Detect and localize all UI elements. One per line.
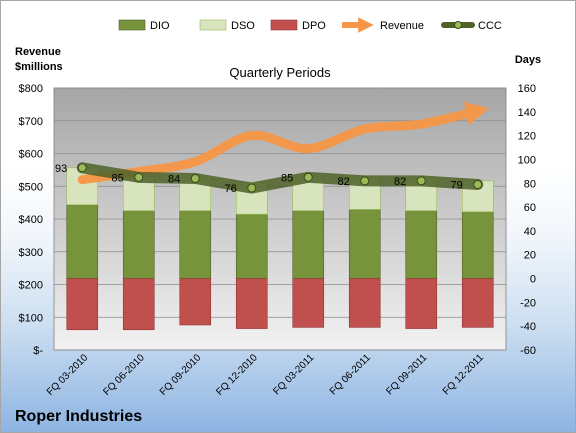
x-tick-label: FQ 09-2010 [158, 352, 204, 398]
y-left-tick-label: $700 [19, 116, 43, 128]
x-tick-label: FQ 06-2010 [101, 352, 147, 398]
bar-dio [66, 204, 99, 279]
y-left-tick-label: $800 [19, 83, 43, 95]
y-left-tick-label: $400 [19, 214, 43, 226]
ccc-line [76, 162, 484, 194]
chart-title: Quarterly Periods [229, 65, 331, 80]
bar-dpo [405, 278, 438, 329]
legend-label: DIO [150, 20, 170, 32]
bar-dpo [66, 278, 99, 331]
ccc-data-label: 93 [55, 163, 67, 175]
y-right-axis-title: Days [515, 54, 541, 66]
legend-swatch-dso [199, 19, 227, 31]
x-tick-label: FQ 03-2011 [271, 352, 316, 397]
bar-dio [348, 209, 381, 279]
y-left-tick-label: $500 [19, 181, 43, 193]
ccc-marker [134, 172, 144, 182]
bar-dpo [461, 278, 494, 328]
bar-dpo [179, 278, 212, 326]
ccc-data-label: 82 [338, 176, 350, 188]
ccc-data-label: 85 [112, 172, 124, 184]
ccc-data-label: 79 [451, 179, 463, 191]
y-left-axis-title-line1: Revenue [15, 46, 61, 58]
legend-label: DSO [231, 20, 255, 32]
bar-dpo [292, 278, 325, 328]
bar-dpo [235, 278, 268, 329]
y-right-tick-label: 120 [518, 131, 536, 143]
revenue-arrow [77, 102, 490, 185]
bar-dio [179, 210, 212, 279]
ccc-marker [303, 172, 313, 182]
y-right-tick-label: -20 [520, 297, 536, 309]
legend-label: DPO [302, 20, 326, 32]
ccc-marker [360, 176, 370, 186]
legend-swatch-ccc-marker [454, 21, 462, 29]
y-right-tick-label: 160 [518, 83, 536, 95]
y-left-tick-label: $600 [19, 149, 43, 161]
x-tick-label: FQ 06-2011 [328, 352, 373, 397]
bar-dio [461, 211, 494, 279]
y-left-tick-label: $- [33, 345, 43, 357]
bar-dio [292, 210, 325, 279]
legend-label: Revenue [380, 20, 424, 32]
ccc-marker [416, 176, 426, 186]
x-tick-label: FQ 09-2011 [384, 352, 429, 397]
y-left-tick-label: $100 [19, 312, 43, 324]
ccc-marker [77, 163, 87, 173]
bar-dio [405, 210, 438, 279]
bar-dpo [348, 278, 381, 328]
x-tick-label: FQ 03-2010 [45, 352, 91, 398]
y-left-tick-label: $200 [19, 280, 43, 292]
y-right-tick-label: 140 [518, 107, 536, 119]
y-right-tick-label: 40 [524, 226, 536, 238]
legend-swatch-dio [118, 19, 146, 31]
y-left-axis-title-line2: $millions [15, 61, 63, 73]
y-right-tick-label: 100 [518, 154, 536, 166]
ccc-data-label: 82 [394, 176, 406, 188]
bar-dpo [122, 278, 155, 331]
ccc-data-label: 76 [225, 183, 237, 195]
bar-dio [122, 210, 155, 279]
y-right-tick-label: 0 [530, 274, 536, 286]
y-right-tick-label: -40 [520, 321, 536, 333]
ccc-marker [473, 179, 483, 189]
x-tick-label: FQ 12-2010 [214, 352, 260, 398]
company-name: Roper Industries [15, 408, 142, 425]
ccc-data-label: 84 [168, 174, 180, 186]
x-tick-label: FQ 12-2011 [441, 352, 486, 397]
bar-dio [235, 213, 268, 279]
y-right-tick-label: 80 [524, 178, 536, 190]
ccc-marker [190, 174, 200, 184]
legend-label: CCC [478, 20, 502, 32]
y-left-tick-label: $300 [19, 247, 43, 259]
y-right-tick-label: 20 [524, 250, 536, 262]
legend-swatch-dpo [270, 19, 298, 31]
ccc-data-label: 85 [281, 172, 293, 184]
y-right-tick-label: -60 [520, 345, 536, 357]
ccc-marker [247, 183, 257, 193]
y-right-tick-label: 60 [524, 202, 536, 214]
